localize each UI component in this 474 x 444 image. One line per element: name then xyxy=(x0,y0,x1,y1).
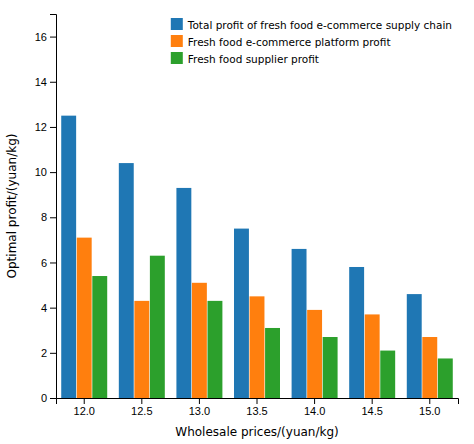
x-tick: 14.5 xyxy=(361,398,382,417)
y-axis-title: Optimal profit/(yuan/kg) xyxy=(5,134,19,279)
y-tick-label: 6 xyxy=(41,256,47,268)
y-tick-mark xyxy=(50,308,56,309)
legend-item: Total profit of fresh food e-commerce su… xyxy=(171,18,452,31)
bar xyxy=(192,283,207,398)
y-tick-label: 16 xyxy=(35,31,47,43)
y-tick-mark xyxy=(50,127,56,128)
legend-label: Total profit of fresh food e-commerce su… xyxy=(187,19,452,31)
y-tick-label: 2 xyxy=(41,347,47,359)
y-axis: 0 2 4 6 8 10 12 14 16 xyxy=(35,15,57,405)
x-tick-label: 14.0 xyxy=(304,405,325,417)
x-tick-label: 15.0 xyxy=(419,405,440,417)
bar xyxy=(207,301,222,398)
y-tick-mark xyxy=(50,82,56,83)
bar xyxy=(77,238,92,398)
bar xyxy=(61,116,76,398)
bar xyxy=(349,267,364,398)
x-tick: 13.5 xyxy=(246,398,267,417)
bar xyxy=(323,337,338,398)
x-tick: 12.5 xyxy=(131,398,152,417)
legend-label: Fresh food e-commerce platform profit xyxy=(188,36,391,48)
x-axis-line xyxy=(57,399,459,405)
bar-series xyxy=(61,116,421,398)
legend-swatch xyxy=(171,18,183,30)
bar xyxy=(250,296,265,398)
y-tick: 16 xyxy=(35,31,56,43)
bar xyxy=(438,358,453,398)
legend-swatch xyxy=(171,52,183,64)
x-tick-mark xyxy=(84,398,85,404)
x-tick-label: 13.0 xyxy=(189,405,210,417)
bar xyxy=(134,301,149,398)
x-tick-label: 12.0 xyxy=(74,405,95,417)
x-axis-title: Wholesale prices/(yuan/kg) xyxy=(175,425,338,439)
bar xyxy=(265,328,280,398)
y-tick-label: 0 xyxy=(41,392,47,404)
bar-series xyxy=(77,238,437,398)
x-tick-mark xyxy=(199,398,200,404)
y-tick: 0 xyxy=(41,392,56,404)
y-tick: 12 xyxy=(35,121,56,133)
x-tick-mark xyxy=(429,398,430,404)
x-tick-mark xyxy=(141,398,142,404)
x-tick: 12.0 xyxy=(74,398,95,417)
x-tick-label: 12.5 xyxy=(131,405,152,417)
legend: Total profit of fresh food e-commerce su… xyxy=(171,18,452,65)
y-axis-line xyxy=(50,15,57,399)
bar xyxy=(292,249,307,398)
x-tick: 13.0 xyxy=(189,398,210,417)
y-tick-mark xyxy=(50,37,56,38)
y-tick: 8 xyxy=(41,211,56,223)
bars xyxy=(61,116,453,398)
legend-swatch xyxy=(171,35,183,47)
y-tick: 6 xyxy=(41,256,56,268)
bar xyxy=(150,256,165,398)
y-tick-mark xyxy=(50,262,56,263)
bar-series xyxy=(92,256,452,398)
y-tick-mark xyxy=(50,217,56,218)
y-tick: 4 xyxy=(41,302,56,314)
y-tick-mark xyxy=(50,172,56,173)
y-tick-label: 12 xyxy=(35,121,47,133)
x-tick-label: 13.5 xyxy=(246,405,267,417)
x-tick-mark xyxy=(257,398,258,404)
chart: 12.0 12.5 13.0 13.5 14.0 14.5 15.0 0 2 4 6 8 10 12 14 1… xyxy=(0,0,474,444)
y-tick-label: 10 xyxy=(35,166,47,178)
y-tick: 10 xyxy=(35,166,56,178)
y-tick-mark xyxy=(50,353,56,354)
y-tick-label: 8 xyxy=(41,211,47,223)
legend-label: Fresh food supplier profit xyxy=(188,53,319,65)
y-tick-label: 4 xyxy=(41,302,47,314)
bar xyxy=(176,188,191,398)
bar xyxy=(407,294,422,398)
x-tick-mark xyxy=(372,398,373,404)
legend-item: Fresh food e-commerce platform profit xyxy=(171,35,391,48)
legend-item: Fresh food supplier profit xyxy=(171,52,319,65)
x-tick: 14.0 xyxy=(304,398,325,417)
y-tick: 14 xyxy=(35,76,56,88)
y-tick: 2 xyxy=(41,347,56,359)
bar xyxy=(234,229,249,398)
bar xyxy=(119,163,134,398)
y-tick-mark xyxy=(50,398,56,399)
x-tick-mark xyxy=(314,398,315,404)
x-tick-label: 14.5 xyxy=(361,405,382,417)
x-tick: 15.0 xyxy=(419,398,440,417)
y-tick-label: 14 xyxy=(35,76,47,88)
bar xyxy=(92,276,107,398)
x-axis: 12.0 12.5 13.0 13.5 14.0 14.5 15.0 xyxy=(57,398,459,417)
bar xyxy=(307,310,322,398)
bar xyxy=(422,337,437,398)
bar xyxy=(380,351,395,398)
plot: 12.0 12.5 13.0 13.5 14.0 14.5 15.0 0 2 4 6 8 10 12 14 1… xyxy=(5,15,459,440)
bar xyxy=(365,314,380,398)
